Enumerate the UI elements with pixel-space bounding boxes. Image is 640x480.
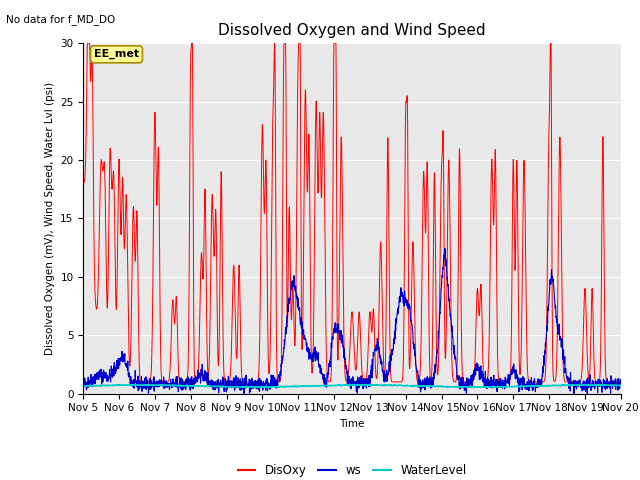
DisOxy	[230, 266, 237, 272]
DisOxy	[509, 210, 516, 216]
WaterLevel	[260, 384, 268, 390]
DisOxy	[617, 379, 625, 385]
WaterLevel	[229, 384, 237, 389]
ws	[145, 391, 152, 396]
DisOxy	[570, 379, 577, 385]
WaterLevel	[617, 383, 625, 388]
DisOxy	[380, 359, 387, 365]
Line: DisOxy: DisOxy	[83, 43, 621, 382]
ws	[230, 377, 237, 383]
ws	[509, 371, 516, 377]
WaterLevel	[380, 383, 387, 388]
X-axis label: Time: Time	[339, 419, 365, 429]
DisOxy	[84, 40, 92, 46]
Line: WaterLevel: WaterLevel	[83, 384, 621, 387]
Line: ws: ws	[83, 249, 621, 394]
DisOxy	[585, 375, 593, 381]
Text: EE_met: EE_met	[94, 49, 139, 60]
ws	[79, 379, 87, 385]
WaterLevel	[79, 384, 87, 389]
WaterLevel	[368, 382, 376, 387]
ws	[617, 379, 625, 385]
ws	[380, 371, 387, 377]
ws	[441, 246, 449, 252]
WaterLevel	[585, 382, 593, 388]
DisOxy	[79, 180, 87, 186]
WaterLevel	[570, 383, 577, 388]
WaterLevel	[509, 384, 516, 389]
DisOxy	[368, 329, 376, 335]
ws	[570, 379, 577, 385]
Text: No data for f_MD_DO: No data for f_MD_DO	[6, 14, 116, 25]
ws	[368, 366, 376, 372]
DisOxy	[245, 379, 253, 385]
Y-axis label: Dissolved Oxygen (mV), Wind Speed, Water Lvl (psi): Dissolved Oxygen (mV), Wind Speed, Water…	[45, 82, 54, 355]
ws	[585, 379, 593, 384]
WaterLevel	[349, 382, 356, 387]
Legend: DisOxy, ws, WaterLevel: DisOxy, ws, WaterLevel	[233, 459, 471, 480]
Title: Dissolved Oxygen and Wind Speed: Dissolved Oxygen and Wind Speed	[218, 23, 486, 38]
